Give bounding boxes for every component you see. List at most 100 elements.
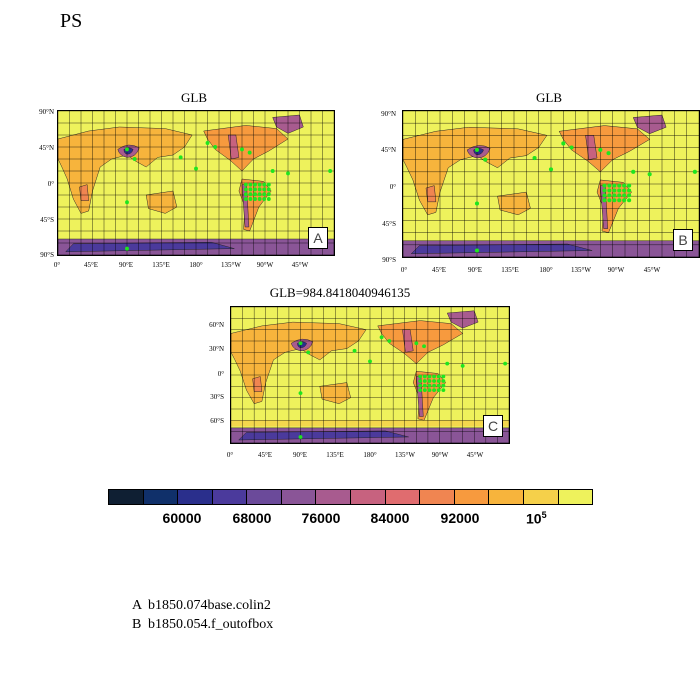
map-svg: [58, 111, 334, 255]
panel-tag: C: [483, 415, 503, 437]
station-marker: [647, 172, 652, 177]
station-marker: [253, 182, 257, 187]
lat-tick: 90°S: [40, 251, 54, 259]
lat-tick: 45°N: [39, 144, 54, 152]
station-marker: [422, 344, 426, 349]
station-marker: [627, 198, 632, 203]
station-marker: [607, 198, 612, 203]
station-marker: [298, 391, 303, 396]
station-marker: [427, 388, 432, 392]
map-svg: [403, 111, 699, 257]
station-marker: [617, 183, 622, 188]
station-marker: [569, 145, 574, 150]
station-marker: [441, 379, 446, 383]
station-marker: [436, 379, 441, 383]
station-marker: [432, 374, 437, 379]
station-marker: [427, 383, 432, 388]
lat-tick: 90°S: [382, 256, 396, 264]
station-marker: [262, 197, 267, 201]
lat-tick: 45°S: [382, 220, 396, 228]
lon-tick: 135°W: [571, 266, 591, 274]
station-marker: [257, 197, 262, 201]
colorbar-swatch: [246, 490, 281, 504]
station-marker: [617, 193, 622, 198]
station-marker: [253, 197, 257, 201]
lat-tick: 0°: [389, 183, 396, 191]
station-marker: [441, 388, 446, 392]
colorbar-label: 92000: [440, 510, 480, 526]
colorbar-swatch: [488, 490, 523, 504]
map-panel-b: B: [402, 110, 700, 258]
station-marker: [483, 157, 488, 162]
station-marker: [432, 379, 437, 383]
station-marker: [286, 171, 290, 176]
map-svg: [231, 307, 509, 443]
station-marker: [243, 192, 248, 197]
station-marker: [213, 145, 218, 149]
station-marker: [379, 335, 384, 340]
station-marker: [266, 182, 271, 187]
lon-tick: 0°: [53, 261, 61, 269]
lat-tick: 90°N: [381, 110, 396, 118]
station-marker: [602, 193, 607, 198]
station-marker: [532, 156, 537, 161]
lon-tick: 180°: [189, 261, 203, 269]
station-marker: [418, 379, 423, 383]
lon-tick: 90°W: [607, 266, 625, 274]
station-marker: [612, 183, 617, 188]
station-marker: [622, 188, 627, 193]
station-marker: [125, 147, 129, 152]
colorbar-swatch: [109, 490, 143, 504]
lat-tick: 0°: [47, 180, 54, 188]
station-marker: [257, 182, 262, 187]
lon-tick: 135°E: [152, 261, 170, 269]
station-marker: [257, 187, 262, 192]
lat-tick: 90°N: [39, 108, 54, 116]
colorbar-swatch: [211, 490, 247, 504]
station-marker: [474, 248, 480, 253]
station-marker: [436, 374, 441, 379]
station-marker: [432, 388, 437, 392]
colorbar-label: 84000: [370, 510, 410, 526]
lat-tick: 30°S: [210, 393, 224, 401]
station-marker: [248, 182, 253, 187]
lon-tick: 0°: [400, 266, 408, 274]
station-marker: [622, 193, 627, 198]
lat-tick: 0°: [217, 370, 224, 378]
station-marker: [422, 388, 427, 392]
colorbar-swatch: [384, 490, 420, 504]
lon-tick: 45°E: [83, 261, 99, 269]
station-marker: [460, 364, 465, 368]
legend-text: b1850.054.f_outofbox: [148, 617, 274, 632]
station-marker: [243, 187, 248, 192]
colorbar-swatch: [315, 490, 351, 504]
station-marker: [622, 198, 627, 203]
colorbar-label-base: 10: [526, 510, 542, 527]
station-marker: [368, 359, 372, 364]
station-marker: [436, 383, 441, 388]
lon-tick: 45°E: [257, 451, 273, 459]
station-marker: [427, 374, 432, 379]
station-marker: [548, 167, 554, 172]
station-marker: [422, 383, 427, 388]
lon-tick: 135°E: [501, 266, 519, 274]
colorbar-swatch: [453, 490, 489, 504]
lat-tick: 45°S: [40, 216, 54, 224]
station-marker: [422, 379, 427, 383]
legend-text: b1850.074base.colin2: [148, 598, 271, 613]
lon-tick: 90°E: [292, 451, 308, 459]
station-marker: [427, 379, 432, 383]
station-marker: [414, 341, 419, 346]
land-shape: [79, 184, 89, 201]
colorbar-swatch: [142, 490, 178, 504]
station-marker: [262, 187, 267, 192]
land-shape: [252, 376, 263, 392]
land-shape: [425, 185, 437, 203]
station-marker: [418, 383, 423, 388]
page-title: PS: [60, 10, 83, 32]
station-marker: [602, 183, 607, 188]
lon-tick: 90°W: [256, 261, 274, 269]
station-marker: [266, 197, 271, 201]
station-marker: [474, 201, 480, 206]
